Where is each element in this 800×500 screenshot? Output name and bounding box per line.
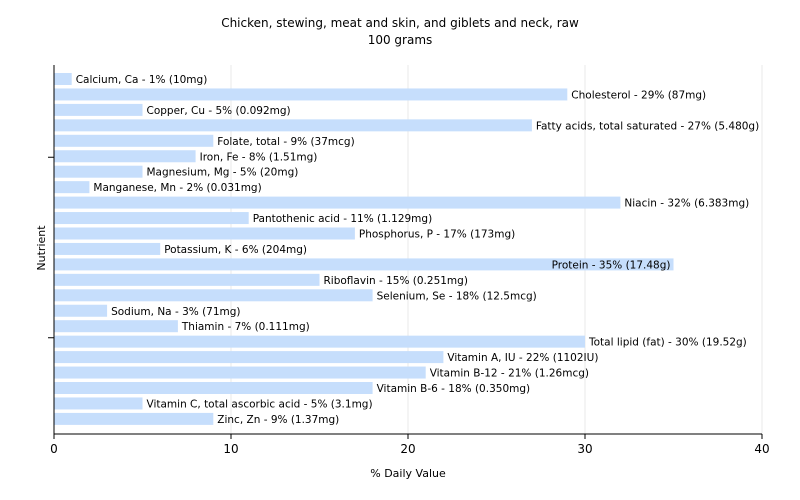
bar-8 [54,196,621,209]
bar-label-0: Calcium, Ca - 1% (10mg) [76,74,208,86]
bar-20 [54,382,373,394]
x-tick-label-0: 0 [50,442,58,456]
y-axis-title: Nutrient [35,225,48,271]
bar-18 [54,351,444,364]
chart-subtitle: 100 grams [368,33,433,47]
bar-3 [54,119,532,132]
bar-label-2: Copper, Cu - 5% (0.092mg) [147,105,291,117]
bar-label-16: Thiamin - 7% (0.111mg) [181,321,310,333]
bar-6 [54,165,143,178]
bar-label-6: Magnesium, Mg - 5% (20mg) [147,167,299,179]
x-tick-label-1: 10 [223,442,238,456]
bar-label-15: Sodium, Na - 3% (71mg) [111,306,240,318]
bar-0 [54,73,72,85]
bar-13 [54,273,320,286]
bar-16 [54,320,178,333]
bar-label-4: Folate, total - 9% (37mcg) [217,136,354,148]
bar-label-18: Vitamin A, IU - 22% (1102IU) [447,352,598,364]
bar-2 [54,103,143,116]
bar-11 [54,242,161,255]
x-tick-label-4: 40 [754,442,769,456]
bar-10 [54,227,355,240]
bar-label-5: Iron, Fe - 8% (1.51mg) [200,151,318,163]
bars-group: Calcium, Ca - 1% (10mg) Cholesterol - 29%… [54,73,759,426]
bar-21 [54,397,143,410]
x-tick-label-2: 20 [400,442,415,456]
bar-label-3: Fatty acids, total saturated - 27% (5.48… [536,120,759,132]
bar-label-22: Zinc, Zn - 9% (1.37mg) [217,414,339,426]
x-axis-title: % Daily Value [370,467,446,480]
bar-7 [54,181,90,194]
bar-9 [54,212,249,225]
bar-15 [54,304,108,317]
bar-14 [54,289,373,302]
bar-label-1: Cholesterol - 29% (87mg) [571,89,706,101]
bar-12 [54,258,674,271]
bar-label-11: Potassium, K - 6% (204mg) [164,244,307,256]
bar-5 [54,150,196,163]
bar-label-10: Phosphorus, P - 17% (173mg) [359,229,515,241]
bar-label-20: Vitamin B-6 - 18% (0.350mg) [377,383,531,395]
bar-1 [54,88,568,101]
bar-4 [54,134,214,147]
chart-title: Chicken, stewing, meat and skin, and gib… [221,16,579,30]
bar-22 [54,412,214,425]
bar-label-7: Manganese, Mn - 2% (0.031mg) [93,182,261,194]
bar-label-21: Vitamin C, total ascorbic acid - 5% (3.1… [147,398,373,410]
bar-19 [54,366,426,379]
x-ticks-group: 0 10 20 30 40 [50,434,770,456]
x-tick-label-3: 30 [577,442,592,456]
bar-label-9: Pantothenic acid - 11% (1.129mg) [253,213,432,225]
bar-label-12: Protein - 35% (17.48g) [552,259,671,271]
bar-label-17: Total lipid (fat) - 30% (19.52g) [588,337,747,349]
bar-label-8: Niacin - 32% (6.383mg) [624,198,749,210]
bar-label-19: Vitamin B-12 - 21% (1.26mcg) [430,368,589,380]
bar-label-13: Riboflavin - 15% (0.251mg) [324,275,468,287]
bar-label-14: Selenium, Se - 18% (12.5mcg) [377,290,537,302]
y-ticks-group [48,156,54,339]
bar-17 [54,335,585,348]
